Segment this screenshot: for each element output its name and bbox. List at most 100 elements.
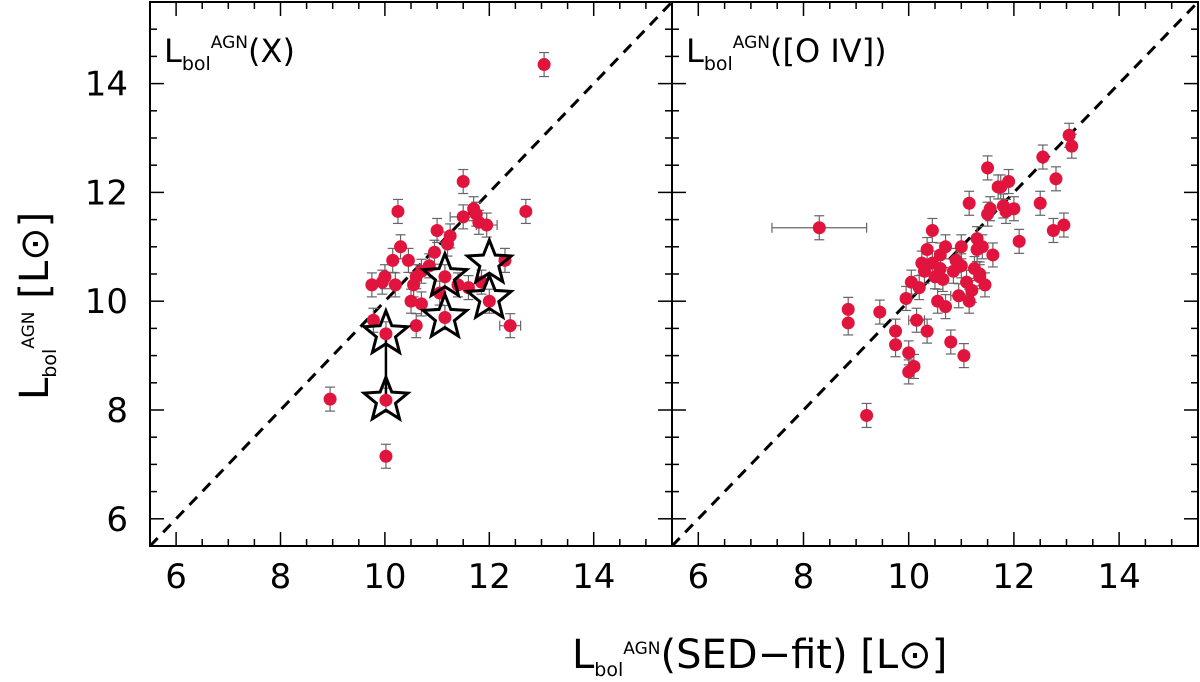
data-point (925, 223, 939, 237)
y-tick-label: 12 (85, 173, 128, 213)
plot-area-0 (150, 2, 672, 546)
data-point (1057, 218, 1071, 232)
data-point (981, 161, 995, 175)
data-point (503, 319, 517, 333)
data-point (456, 210, 470, 224)
left-panel-x-ray: 6 8 10 12 14 6 8 10 12 14 LbolAGN(X) (85, 1, 673, 597)
data-point (404, 294, 418, 308)
star-marker (419, 290, 471, 340)
data-point (962, 196, 976, 210)
x-tick-label: 14 (1097, 557, 1140, 597)
data-point (366, 313, 380, 327)
y-axis-title-sup: AGN (19, 312, 39, 349)
data-point (920, 324, 934, 338)
x-tick-label: 8 (270, 557, 292, 597)
x-tick-label: 10 (887, 557, 930, 597)
y-axis-title: LbolAGN [L⊙] (12, 212, 61, 400)
one-to-one-line (150, 2, 672, 546)
data-point (414, 297, 428, 311)
panel-label-1-sup: AGN (733, 33, 770, 53)
data-point (379, 449, 393, 463)
plot-area-1 (672, 2, 1198, 546)
x-tick-label: 10 (363, 557, 406, 597)
panel-label-1-rest: ([O IV]) (770, 32, 887, 70)
data-point (1062, 128, 1076, 142)
data-point (519, 204, 533, 218)
data-point (889, 338, 903, 352)
x-tick-label: 6 (165, 557, 187, 597)
axis-titles: LbolAGN(SED−fit) [L⊙]LbolAGN [L⊙] (12, 212, 947, 681)
x-tick-label: 6 (687, 557, 709, 597)
data-point (899, 291, 913, 305)
data-point (1036, 150, 1050, 164)
data-point (841, 316, 855, 330)
data-point (438, 270, 452, 284)
data-point (939, 300, 953, 314)
data-point (1065, 139, 1079, 153)
data-point (430, 223, 444, 237)
data-point (1002, 175, 1016, 189)
star-marker (463, 271, 516, 321)
star-marker (419, 249, 471, 299)
panel-label-1-main: L (686, 32, 704, 70)
data-point (812, 221, 826, 235)
data-point (983, 202, 997, 216)
one-to-one-line (672, 2, 1198, 546)
data-point (409, 319, 423, 333)
data-point (978, 278, 992, 292)
data-point (933, 262, 947, 276)
data-point (902, 346, 916, 360)
data-point (482, 294, 496, 308)
y-axis-title-sub: bol (39, 349, 61, 378)
data-point (379, 393, 393, 407)
data-point (365, 278, 379, 292)
x-axis-title-rest: (SED−fit) [L⊙] (661, 632, 948, 678)
x-axis-title-main: L (572, 632, 595, 678)
data-point (952, 289, 966, 303)
data-point (841, 302, 855, 316)
x-tick-label: 12 (992, 557, 1035, 597)
data-point (456, 175, 470, 189)
data-point (917, 264, 931, 278)
data-point (962, 294, 976, 308)
y-tick-label: 14 (85, 65, 128, 105)
star-marker (360, 373, 412, 423)
data-point (939, 240, 953, 254)
x-tick-label: 14 (572, 557, 615, 597)
data-point (936, 272, 950, 286)
data-point (910, 313, 924, 327)
panel-label-1-sub: bol (704, 53, 733, 75)
data-point (438, 311, 452, 325)
data-point (443, 229, 457, 243)
data-point (388, 278, 402, 292)
data-point (480, 218, 494, 232)
panel-label-0: LbolAGN(X) (164, 32, 295, 75)
data-point (975, 240, 989, 254)
data-point (427, 245, 441, 259)
y-tick-label: 10 (85, 282, 128, 322)
y-tick-label: 8 (106, 391, 128, 431)
data-point (957, 349, 971, 363)
data-point (986, 248, 1000, 262)
x-axis-title: LbolAGN(SED−fit) [L⊙] (572, 632, 947, 681)
data-point (912, 281, 926, 295)
panel-label-0-sup: AGN (211, 33, 248, 53)
data-point (965, 283, 979, 297)
data-point (873, 305, 887, 319)
data-point (537, 58, 551, 72)
data-point (954, 259, 968, 273)
data-point (889, 324, 903, 338)
data-point (1046, 223, 1060, 237)
y-axis-title-rest: [L⊙] (12, 212, 58, 312)
x-tick-label: 8 (793, 557, 815, 597)
panel-label-0-rest: (X) (248, 32, 295, 70)
data-point (1007, 202, 1021, 216)
data-point (920, 243, 934, 257)
data-point (1012, 234, 1026, 248)
data-point (954, 240, 968, 254)
data-point (378, 270, 392, 284)
panel-label-1: LbolAGN([O IV]) (686, 32, 887, 75)
data-point (394, 240, 408, 254)
x-axis-title-sup: AGN (623, 639, 660, 659)
